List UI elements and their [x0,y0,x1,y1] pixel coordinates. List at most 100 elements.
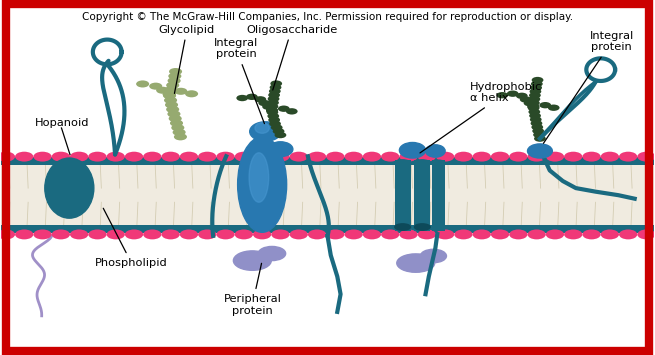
Ellipse shape [250,122,281,141]
Circle shape [168,77,181,84]
Circle shape [400,229,418,239]
Ellipse shape [249,153,269,202]
Circle shape [527,104,539,110]
Circle shape [164,97,177,104]
Circle shape [269,88,281,94]
Circle shape [527,152,546,162]
Circle shape [163,91,176,98]
Circle shape [527,229,546,239]
Circle shape [258,100,270,106]
Circle shape [169,68,182,75]
Bar [1,158,654,232]
Text: Phospholipid: Phospholipid [95,208,168,268]
Circle shape [170,120,183,127]
Circle shape [164,86,178,93]
Circle shape [496,92,508,98]
Circle shape [363,229,381,239]
Ellipse shape [415,224,430,230]
Circle shape [156,87,169,94]
Circle shape [546,229,564,239]
Circle shape [271,229,290,239]
Circle shape [255,96,266,103]
Circle shape [270,84,282,91]
Circle shape [533,132,545,138]
Circle shape [528,105,540,111]
Circle shape [534,135,546,142]
Ellipse shape [426,145,445,157]
Circle shape [107,229,125,239]
Circle shape [509,229,527,239]
Circle shape [520,96,532,103]
Circle shape [174,133,187,140]
Circle shape [172,129,185,136]
Circle shape [455,152,473,162]
Circle shape [185,90,198,97]
Circle shape [418,229,436,239]
Circle shape [88,229,107,239]
Circle shape [582,229,601,239]
Ellipse shape [255,123,269,133]
Circle shape [253,152,271,162]
Ellipse shape [395,224,411,230]
Circle shape [564,229,582,239]
Circle shape [381,152,400,162]
Circle shape [198,229,216,239]
Circle shape [381,229,400,239]
Circle shape [0,229,15,239]
Circle shape [326,229,345,239]
Circle shape [179,229,198,239]
Text: Peripheral
protein: Peripheral protein [223,263,281,316]
Circle shape [171,124,184,131]
Circle shape [308,152,326,162]
Circle shape [271,152,290,162]
Circle shape [548,104,559,111]
Circle shape [529,96,540,102]
Circle shape [601,229,619,239]
Text: Copyright © The McGraw-Hill Companies, Inc. Permission required for reproduction: Copyright © The McGraw-Hill Companies, I… [82,12,573,22]
Circle shape [70,229,88,239]
Circle shape [507,91,519,97]
Circle shape [418,152,436,162]
Circle shape [166,106,179,113]
Circle shape [267,113,279,119]
Circle shape [531,124,543,130]
Circle shape [473,152,491,162]
Circle shape [168,72,181,80]
Circle shape [363,152,381,162]
Circle shape [236,95,248,101]
Circle shape [345,152,363,162]
Circle shape [436,229,455,239]
Circle shape [269,121,281,127]
Circle shape [216,152,234,162]
Circle shape [0,152,15,162]
Ellipse shape [258,246,286,261]
Text: Oligosaccharide: Oligosaccharide [246,24,337,90]
Circle shape [169,115,181,122]
Circle shape [529,88,541,95]
Circle shape [266,107,278,114]
Circle shape [619,152,637,162]
Circle shape [33,152,52,162]
Circle shape [262,103,274,110]
Circle shape [198,152,216,162]
Text: Hydrophobic
α helix: Hydrophobic α helix [420,82,542,153]
Ellipse shape [268,142,293,157]
Ellipse shape [238,137,287,232]
Circle shape [271,80,282,87]
Circle shape [345,229,363,239]
Circle shape [619,229,637,239]
Circle shape [70,152,88,162]
Circle shape [268,95,280,102]
Circle shape [266,107,278,114]
Circle shape [234,152,253,162]
Circle shape [174,88,187,95]
Bar [1,157,654,165]
Circle shape [637,229,655,239]
Ellipse shape [400,142,426,158]
Circle shape [531,81,543,87]
Circle shape [564,152,582,162]
Circle shape [234,229,253,239]
Bar [1,225,654,233]
Circle shape [531,120,542,126]
Circle shape [272,128,284,135]
